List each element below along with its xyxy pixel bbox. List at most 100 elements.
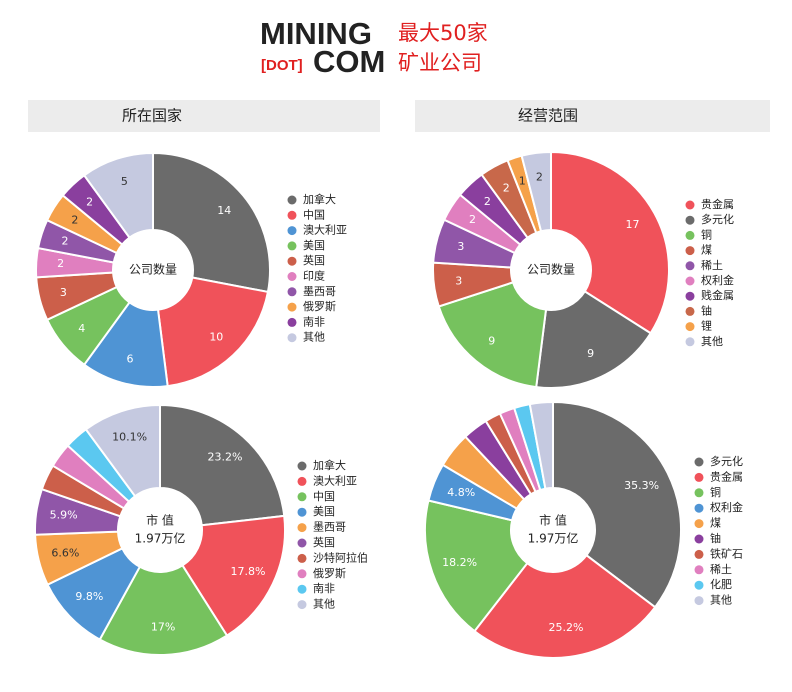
- legend-marker: [297, 523, 307, 533]
- slice-label: 4: [78, 322, 85, 335]
- legend-marker: [297, 569, 307, 579]
- legend-label: 多元化: [701, 212, 734, 226]
- legend-marker: [685, 246, 695, 256]
- legend-label: 南非: [303, 315, 325, 328]
- legend-marker: [287, 317, 297, 327]
- slice-label: 6: [126, 353, 133, 366]
- legend-label: 稀土: [710, 563, 732, 576]
- legend-marker: [287, 241, 297, 251]
- slice-label: 2: [536, 171, 543, 184]
- logo-com: COM: [313, 44, 385, 79]
- legend-marker: [297, 553, 307, 563]
- slice-label: 3: [455, 275, 462, 288]
- center-label: 市 值: [539, 513, 567, 528]
- section-title: 所在国家: [122, 107, 182, 125]
- legend-label: 沙特阿拉伯: [313, 550, 368, 564]
- legend-marker: [694, 472, 704, 482]
- legend-label: 铀: [701, 303, 712, 317]
- legend-marker: [685, 261, 695, 271]
- legend-marker: [685, 215, 695, 225]
- legend-label: 其他: [710, 594, 732, 607]
- legend-label: 其他: [313, 598, 335, 611]
- donut-hole: [511, 230, 591, 310]
- legend-label: 印度: [303, 269, 325, 283]
- legend-label: 澳大利亚: [303, 223, 347, 237]
- legend-marker: [694, 534, 704, 544]
- legend-label: 锂: [701, 319, 712, 333]
- slice-label: 25.2%: [549, 621, 584, 634]
- legend-marker: [685, 276, 695, 286]
- legend-label: 澳大利亚: [313, 473, 357, 487]
- legend-marker: [297, 507, 307, 517]
- legend-label: 铜: [701, 227, 712, 241]
- slice-label: 9: [587, 347, 594, 360]
- legend-label: 美国: [313, 505, 335, 518]
- legend-marker: [685, 200, 695, 210]
- section-title: 经营范围: [518, 107, 578, 125]
- slice-label: 14: [217, 204, 231, 217]
- legend-marker: [287, 256, 297, 266]
- legend-label: 贵金属: [710, 469, 743, 483]
- donut-slice: [437, 281, 548, 389]
- legend-marker: [685, 306, 695, 316]
- slice-label: 17%: [151, 620, 175, 633]
- slice-label: 23.2%: [207, 450, 242, 463]
- legend-marker: [694, 596, 704, 606]
- legend-label: 墨西哥: [313, 521, 346, 534]
- legend-label: 铜: [710, 485, 721, 499]
- center-sublabel: 1.97万亿: [528, 531, 579, 546]
- legend-label: 俄罗斯: [313, 567, 346, 580]
- legend-label: 加拿大: [303, 192, 336, 206]
- legend-marker: [694, 580, 704, 590]
- slice-label: 2: [57, 257, 64, 270]
- slice-label: 10: [209, 330, 223, 343]
- legend-marker: [694, 488, 704, 498]
- slice-label: 9: [488, 335, 495, 348]
- legend-label: 中国: [313, 490, 335, 503]
- legend-marker: [287, 302, 297, 312]
- legend-label: 中国: [303, 208, 325, 221]
- donut-hole: [511, 488, 595, 572]
- legend-label: 贱金属: [701, 288, 734, 302]
- legend-marker: [297, 584, 307, 594]
- legend-label: 其他: [303, 331, 325, 344]
- slice-label: 9.8%: [75, 590, 103, 603]
- slice-label: 17: [625, 218, 639, 231]
- legend-marker: [287, 272, 297, 281]
- donut-slice: [98, 564, 229, 656]
- legend-marker: [297, 600, 307, 610]
- legend-marker: [287, 226, 297, 236]
- legend-marker: [297, 492, 307, 502]
- slice-label: 2: [484, 195, 491, 208]
- slice-label: 5: [121, 175, 128, 188]
- legend-label: 英国: [313, 535, 335, 549]
- legend-marker: [694, 457, 704, 467]
- legend-label: 煤: [710, 517, 721, 530]
- legend-label: 煤: [701, 244, 712, 257]
- legend-label: 美国: [303, 239, 325, 252]
- legend-marker: [297, 461, 307, 471]
- slice-label: 1: [519, 175, 526, 188]
- legend-marker: [685, 322, 695, 332]
- legend-label: 化肥: [710, 577, 732, 591]
- legend-marker: [287, 210, 297, 220]
- title-line2: 矿业公司: [398, 51, 482, 75]
- title-line1: 最大50家: [398, 21, 488, 45]
- center-label: 市 值: [146, 513, 174, 528]
- legend-marker: [694, 503, 704, 513]
- slice-label: 35.3%: [624, 479, 659, 492]
- legend-marker: [685, 230, 695, 240]
- legend-label: 其他: [701, 335, 723, 348]
- center-label: 公司数量: [527, 262, 575, 277]
- legend-marker: [287, 287, 297, 297]
- slice-label: 6.6%: [51, 547, 79, 560]
- legend-marker: [287, 333, 297, 343]
- slice-label: 2: [62, 234, 69, 247]
- legend-label: 权利金: [701, 273, 734, 287]
- center-label: 公司数量: [129, 262, 177, 277]
- legend-marker: [297, 476, 307, 486]
- legend-label: 俄罗斯: [303, 300, 336, 313]
- slice-label: 10.1%: [112, 430, 147, 443]
- legend-label: 南非: [313, 582, 335, 595]
